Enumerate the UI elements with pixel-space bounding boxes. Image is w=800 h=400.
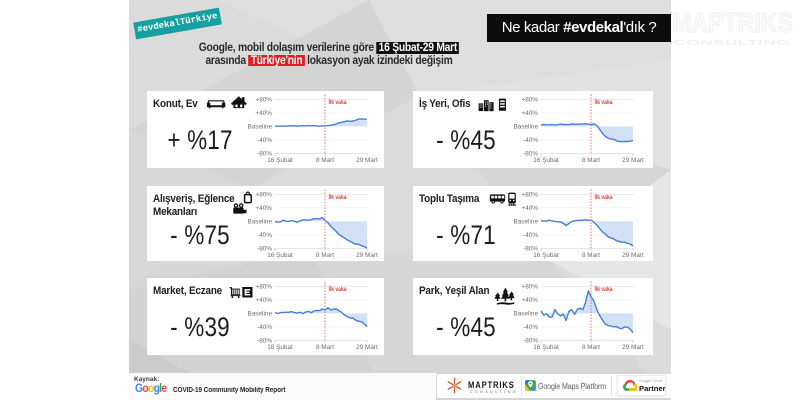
svg-text:+80%: +80% <box>255 284 272 291</box>
svg-text:MAPTRIKS: MAPTRIKS <box>672 7 793 38</box>
svg-text:CONSULTING: CONSULTING <box>673 38 790 47</box>
svg-text:Baseline: Baseline <box>513 124 538 131</box>
svg-text:+80%: +80% <box>521 284 538 291</box>
svg-text:İlk vaka: İlk vaka <box>595 193 613 201</box>
svg-text:-40%: -40% <box>523 137 538 144</box>
svg-text:16 Şubat: 16 Şubat <box>533 157 559 164</box>
svg-text:16 Şubat: 16 Şubat <box>267 344 293 351</box>
svg-text:İlk vaka: İlk vaka <box>329 193 347 201</box>
svg-text:-80%: -80% <box>257 151 272 158</box>
svg-text:+40%: +40% <box>521 297 538 304</box>
svg-text:-40%: -40% <box>523 324 538 331</box>
svg-text:+40%: +40% <box>521 110 538 117</box>
svg-text:Baseline: Baseline <box>513 311 538 318</box>
svg-text:-40%: -40% <box>257 324 272 331</box>
svg-text:İlk vaka: İlk vaka <box>595 98 613 106</box>
svg-text:8 Mart: 8 Mart <box>316 252 334 259</box>
svg-text:Baseline: Baseline <box>247 219 272 226</box>
svg-text:+80%: +80% <box>255 97 272 104</box>
svg-text:-80%: -80% <box>257 246 272 253</box>
svg-text:-40%: -40% <box>257 232 272 239</box>
svg-text:8 Mart: 8 Mart <box>582 157 600 164</box>
svg-text:Baseline: Baseline <box>513 219 538 226</box>
svg-text:29 Mart: 29 Mart <box>622 157 644 164</box>
svg-text:29 Mart: 29 Mart <box>356 344 378 351</box>
svg-text:16 Şubat: 16 Şubat <box>533 344 559 351</box>
svg-text:8 Mart: 8 Mart <box>582 344 600 351</box>
svg-text:Baseline: Baseline <box>247 311 272 318</box>
svg-text:Baseline: Baseline <box>247 124 272 131</box>
svg-text:8 Mart: 8 Mart <box>316 344 334 351</box>
svg-text:8 Mart: 8 Mart <box>582 252 600 259</box>
svg-text:İlk vaka: İlk vaka <box>329 285 347 293</box>
svg-text:-80%: -80% <box>523 246 538 253</box>
svg-text:-40%: -40% <box>523 232 538 239</box>
svg-text:29 Mart: 29 Mart <box>356 157 378 164</box>
svg-text:29 Mart: 29 Mart <box>622 252 644 259</box>
svg-text:29 Mart: 29 Mart <box>622 344 644 351</box>
svg-text:+80%: +80% <box>521 97 538 104</box>
svg-text:-80%: -80% <box>523 151 538 158</box>
svg-text:16 Şubat: 16 Şubat <box>267 157 293 164</box>
svg-text:16 Şubat: 16 Şubat <box>533 252 559 259</box>
svg-text:+80%: +80% <box>255 192 272 199</box>
svg-text:-80%: -80% <box>523 338 538 345</box>
svg-text:29 Mart: 29 Mart <box>356 252 378 259</box>
svg-text:-80%: -80% <box>257 338 272 345</box>
svg-text:İlk vaka: İlk vaka <box>329 98 347 106</box>
svg-text:8 Mart: 8 Mart <box>316 157 334 164</box>
svg-text:+40%: +40% <box>255 297 272 304</box>
svg-text:16 Şubat: 16 Şubat <box>267 252 293 259</box>
svg-text:İlk vaka: İlk vaka <box>595 285 613 293</box>
svg-text:+40%: +40% <box>255 205 272 212</box>
svg-text:+80%: +80% <box>521 192 538 199</box>
svg-text:+40%: +40% <box>255 110 272 117</box>
svg-text:-40%: -40% <box>257 137 272 144</box>
svg-text:+40%: +40% <box>521 205 538 212</box>
